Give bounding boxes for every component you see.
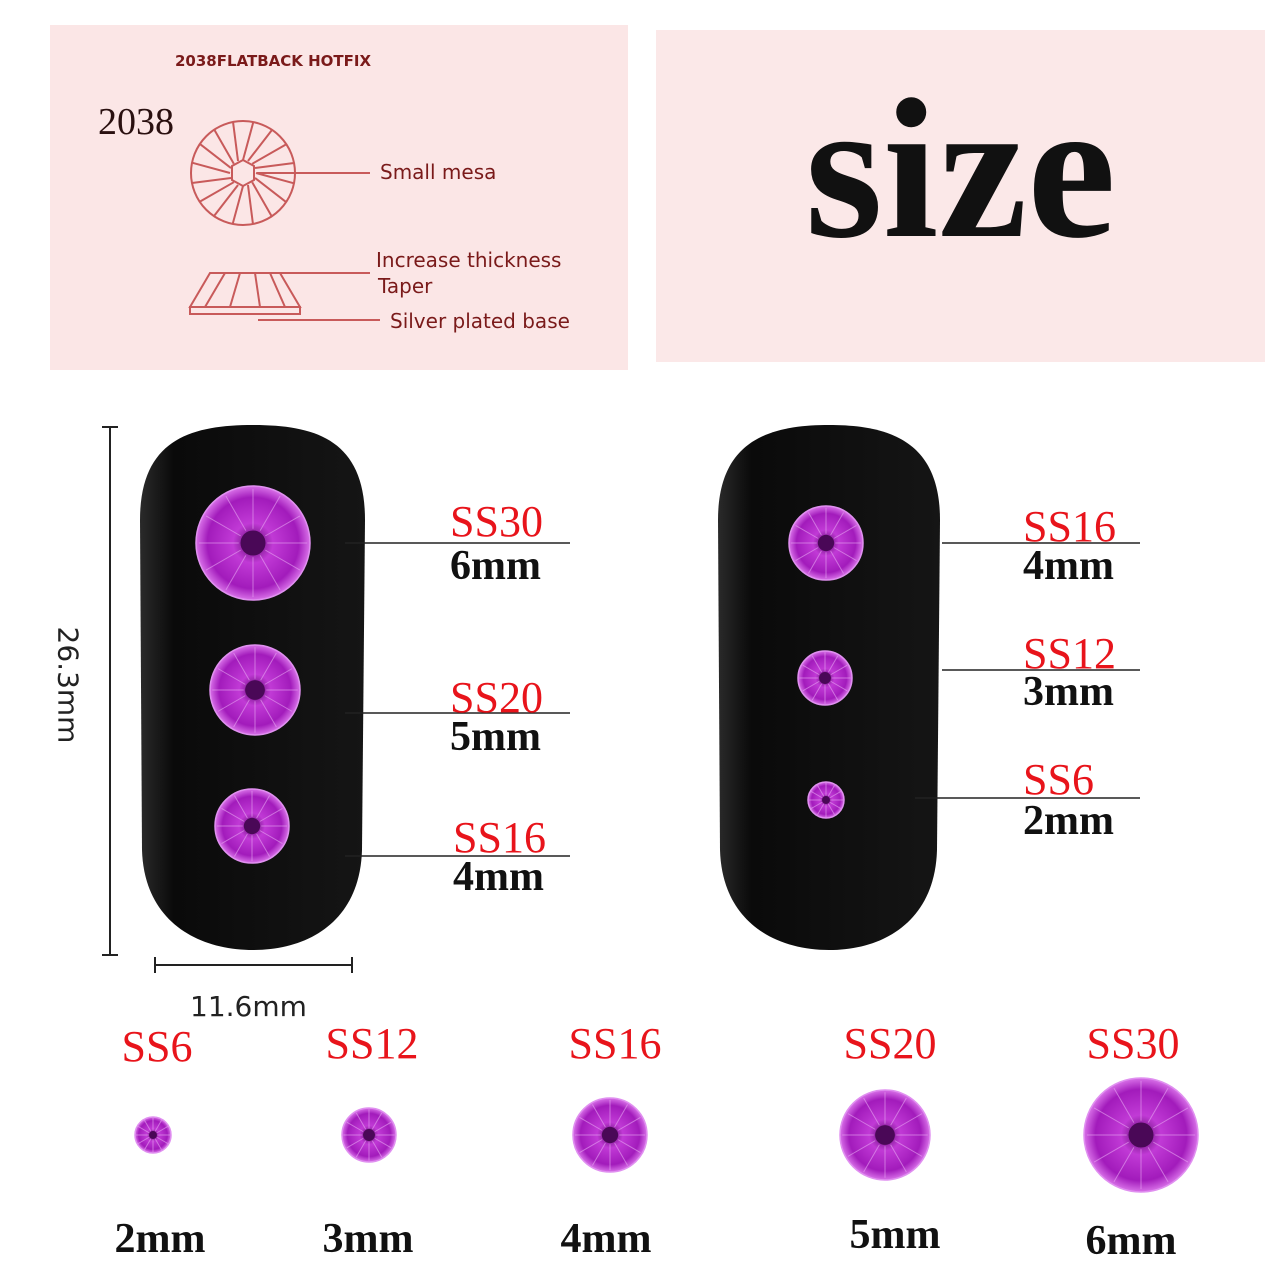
dimension-lines [102,426,353,973]
title-panel [656,30,1265,362]
row-code: SS16 [568,1019,662,1068]
rhinestone-gem [214,788,290,864]
left-label-code: SS16 [453,813,546,862]
label-small-mesa: Small mesa [380,160,497,184]
rhinestone-gem [797,650,853,706]
top-view-icon [190,120,370,226]
structure-panel [50,25,628,370]
label-taper: Taper [378,274,433,298]
row-size: 2mm [114,1216,206,1262]
rhinestone-gem [807,781,845,819]
right-label-code: SS16 [1023,502,1116,551]
row-code: SS6 [121,1022,193,1071]
row-size: 3mm [322,1216,414,1262]
rhinestone-gem [195,485,311,601]
row-size: 4mm [560,1216,652,1262]
left-label-size: 4mm [453,854,544,900]
width-dimension: 11.6mm [190,990,307,1023]
side-view-icon [188,272,380,321]
rhinestone-gem [839,1089,931,1181]
rhinestone-gem [572,1097,648,1173]
rhinestone-gem [341,1107,397,1163]
left-label-size: 5mm [450,714,541,760]
rhinestone-gem [209,644,301,736]
right-label-size: 2mm [1023,798,1114,844]
row-code: SS20 [843,1019,937,1068]
label-silver-plated-base: Silver plated base [390,309,570,333]
right-label-size: 4mm [1023,543,1114,589]
leader-lines [345,542,1140,857]
rhinestone-gem [788,505,864,581]
row-code: SS30 [1086,1019,1180,1068]
right-label-code: SS6 [1023,755,1094,804]
model-number: 2038 [98,101,174,143]
row-size: 6mm [1085,1218,1177,1264]
page-title: size [805,59,1116,280]
row-size: 5mm [849,1212,941,1258]
row-code: SS12 [325,1019,419,1068]
right-label-size: 3mm [1023,669,1114,715]
diagram-heading: 2038FLATBACK HOTFIX [175,52,372,70]
left-label-code: SS20 [450,673,543,722]
left-label-code: SS30 [450,497,543,546]
rhinestone-diagram [188,120,380,321]
height-dimension: 26.3mm [51,626,85,744]
rhinestone-gem [134,1116,172,1154]
left-label-size: 6mm [450,543,541,589]
rhinestone-gem [1083,1077,1199,1193]
right-label-code: SS12 [1023,629,1116,678]
label-increase-thickness: Increase thickness [376,248,562,272]
